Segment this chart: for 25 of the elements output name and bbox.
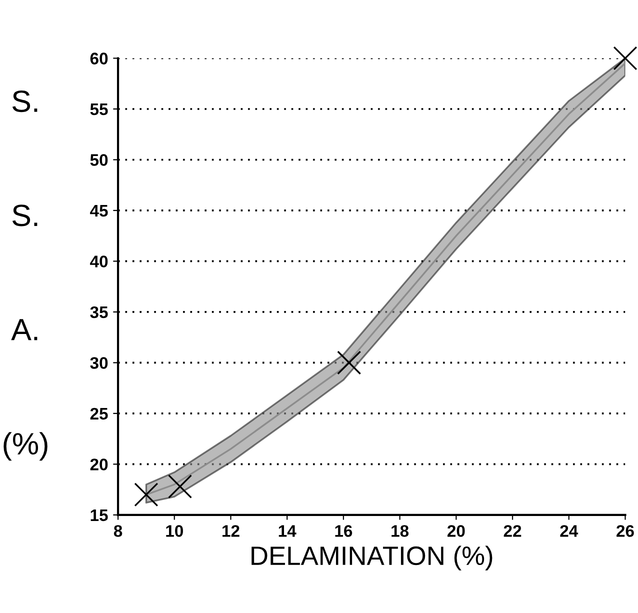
y-tick-label: 30: [90, 357, 108, 369]
y-tick-label: 55: [90, 104, 108, 116]
x-tick-label: 14: [278, 525, 296, 537]
x-tick-label: 22: [504, 525, 522, 537]
x-axis-title: DELAMINATION (%): [252, 546, 492, 570]
x-tick-label: 12: [222, 525, 240, 537]
y-tick-label: 50: [90, 154, 108, 166]
point: [613, 46, 638, 70]
point: [337, 350, 362, 375]
y-tick-label: 45: [90, 205, 108, 217]
y-tick-label: 20: [90, 458, 108, 470]
x-tick-label: 26: [616, 525, 634, 537]
x-tick-label: 10: [166, 525, 183, 537]
x-tick-label: 24: [560, 525, 578, 537]
x-tick-label: 18: [392, 525, 409, 537]
text: S. S. A. (%): [4, 90, 48, 461]
y-tick-label: 40: [90, 256, 108, 268]
x-tick-label: 20: [447, 525, 465, 537]
y-tick-label: 15: [90, 509, 108, 522]
y-tick-label: 60: [90, 52, 108, 64]
y-tick-label: 25: [90, 408, 108, 420]
x-tick-label: 8: [114, 525, 122, 537]
x-tick-label: 16: [335, 525, 352, 537]
point: [168, 474, 192, 499]
y-tick-label: 35: [90, 306, 108, 318]
